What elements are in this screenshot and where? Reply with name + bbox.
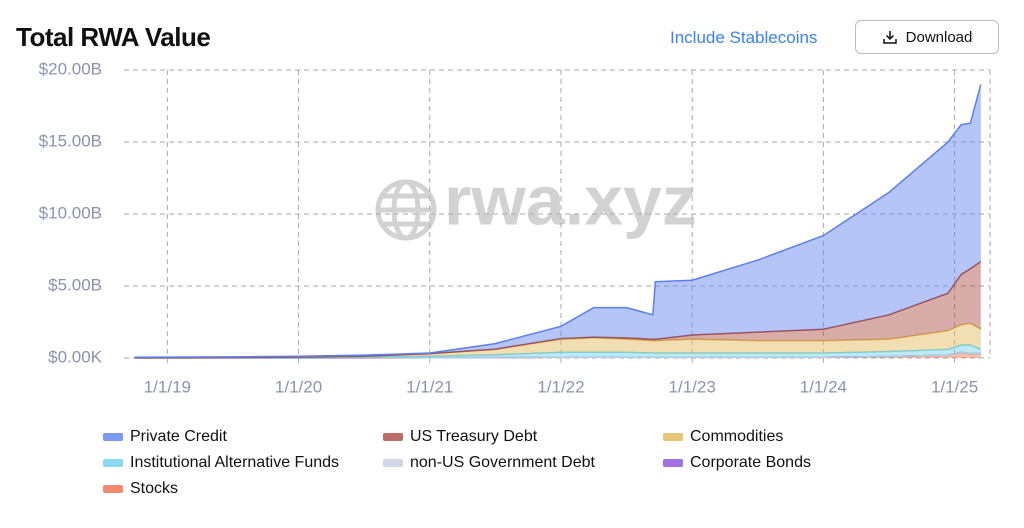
legend-label: Stocks [130,480,178,497]
area-line [134,351,981,359]
area-line [134,260,982,359]
y-tick-label: $0.00K [48,347,103,366]
watermark-globe [375,179,437,241]
watermark: rwa.xyz [444,161,697,239]
area [134,84,981,358]
area [134,345,981,358]
x-tick-label: 1/1/20 [275,377,322,396]
y-tick-label: $20.00B [39,59,102,78]
stablecoins-toggle[interactable]: Include Stablecoins [670,28,818,47]
area [134,323,981,358]
area-line [134,351,981,359]
y-tick-label: $5.00B [48,275,102,294]
x-tick-label: 1/1/24 [800,377,847,396]
x-tick-label: 1/1/21 [406,377,453,396]
area-line [134,322,982,359]
x-tick-label: 1/1/23 [669,377,716,396]
legend-label: Private Credit [130,428,227,445]
legend-swatch [663,433,683,441]
legend-label: Corporate Bonds [690,454,811,471]
legend-label: Commodities [690,428,783,445]
legend-swatch [103,459,123,467]
legend-label: non-US Government Debt [410,454,596,471]
area-line [134,84,982,359]
legend-swatch [663,459,683,467]
legend-label: Institutional Alternative Funds [130,454,339,471]
legend-swatch [103,485,123,493]
area [134,352,981,358]
download-icon [882,31,897,44]
legend-swatch [383,433,403,441]
chart-title: Total RWA Value [16,22,211,52]
legend-swatch [103,433,123,441]
legend-label: US Treasury Debt [410,428,538,445]
area-line [134,351,981,359]
download-label: Download [905,28,973,46]
legend-swatch [383,459,403,467]
x-tick-label: 1/1/19 [144,377,191,396]
area [134,352,981,358]
x-tick-label: 1/1/25 [931,377,978,396]
area [134,352,981,358]
area [134,261,981,358]
x-tick-label: 1/1/22 [537,377,584,396]
y-tick-label: $10.00B [39,203,102,222]
area-line [134,344,982,359]
y-tick-label: $15.00B [39,131,102,150]
download-button[interactable]: Download [855,20,999,54]
